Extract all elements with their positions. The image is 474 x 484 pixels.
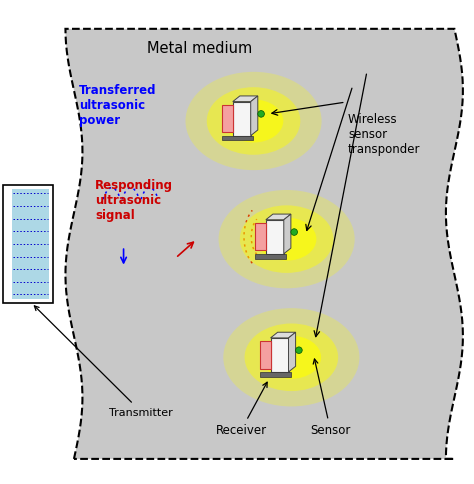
Ellipse shape xyxy=(257,218,317,261)
Text: Receiver: Receiver xyxy=(216,382,267,437)
FancyBboxPatch shape xyxy=(3,185,53,303)
FancyBboxPatch shape xyxy=(260,372,291,377)
Ellipse shape xyxy=(245,324,338,391)
Ellipse shape xyxy=(207,88,301,155)
FancyBboxPatch shape xyxy=(222,136,253,141)
Text: Responding
ultrasonic
signal: Responding ultrasonic signal xyxy=(95,178,173,221)
Polygon shape xyxy=(271,333,296,338)
Ellipse shape xyxy=(223,308,359,407)
Polygon shape xyxy=(266,214,291,220)
FancyBboxPatch shape xyxy=(11,189,49,300)
FancyBboxPatch shape xyxy=(260,342,271,369)
Ellipse shape xyxy=(219,191,355,288)
Polygon shape xyxy=(284,214,291,254)
Text: Transferred
ultrasonic
power: Transferred ultrasonic power xyxy=(79,84,156,127)
Polygon shape xyxy=(289,333,296,372)
Ellipse shape xyxy=(185,73,321,171)
Text: Wireless
sensor
transponder: Wireless sensor transponder xyxy=(348,112,420,155)
Polygon shape xyxy=(233,97,258,103)
Text: Metal medium: Metal medium xyxy=(147,41,253,56)
FancyBboxPatch shape xyxy=(233,103,251,136)
Text: Transmitter: Transmitter xyxy=(35,306,173,417)
Circle shape xyxy=(291,229,298,236)
FancyBboxPatch shape xyxy=(266,220,284,254)
Polygon shape xyxy=(251,97,258,136)
Ellipse shape xyxy=(262,336,321,379)
FancyBboxPatch shape xyxy=(271,338,289,372)
FancyBboxPatch shape xyxy=(255,224,266,251)
FancyBboxPatch shape xyxy=(255,254,286,259)
Circle shape xyxy=(296,347,302,354)
Text: Sensor: Sensor xyxy=(310,359,351,437)
FancyBboxPatch shape xyxy=(222,106,233,133)
Polygon shape xyxy=(65,30,463,459)
Ellipse shape xyxy=(240,206,333,273)
Ellipse shape xyxy=(224,100,283,143)
Circle shape xyxy=(258,111,264,118)
